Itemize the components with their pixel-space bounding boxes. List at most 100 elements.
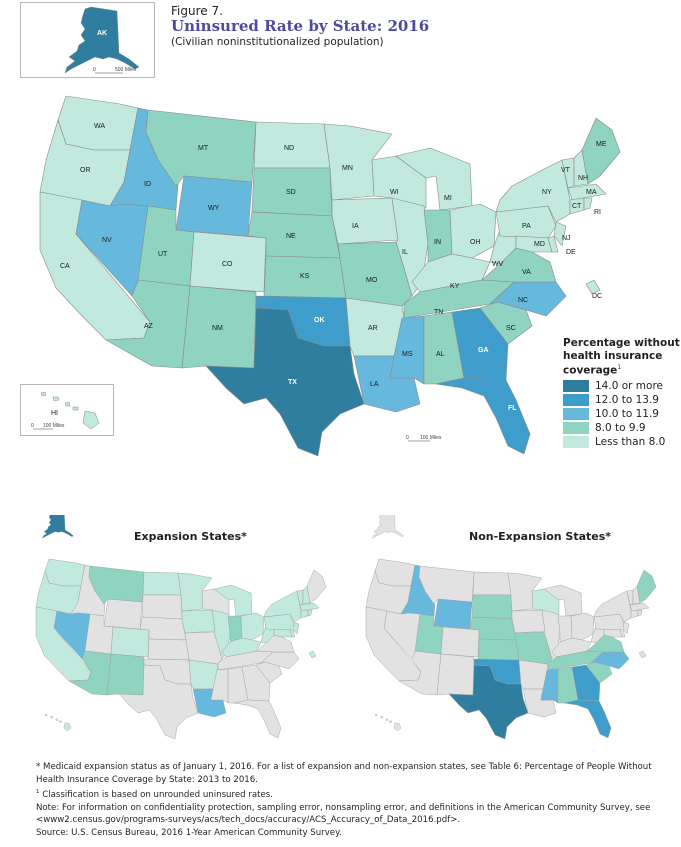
legend-label: 14.0 or more (595, 380, 663, 392)
state-label-al: AL (436, 351, 445, 358)
alaska-map: AK 0 500 Miles (64, 6, 140, 74)
state-de[interactable] (547, 235, 559, 253)
mini-state-mi[interactable] (213, 584, 253, 617)
alaska-scale-label: 500 Miles (115, 67, 137, 73)
map-title: Uninsured Rate by State: 2016 (171, 17, 430, 35)
mini-state-md[interactable] (603, 628, 623, 638)
mini-state-fl[interactable] (233, 699, 282, 739)
nonexpansion-states-map (365, 515, 657, 740)
state-me[interactable] (581, 117, 621, 185)
state-tx[interactable] (205, 307, 365, 457)
state-label-mi: MI (444, 195, 452, 202)
mini-state-wa[interactable] (44, 558, 86, 587)
map-subtitle: (Civilian noninstitutionalized populatio… (171, 36, 384, 48)
mini-state-ar[interactable] (518, 659, 549, 690)
state-md[interactable] (515, 235, 553, 253)
mini-state-ia[interactable] (181, 609, 216, 634)
mini-state-in[interactable] (557, 615, 573, 643)
state-label-az: AZ (144, 323, 154, 330)
expansion-panel-title: Expansion States* (134, 530, 247, 543)
mini-state-sd[interactable] (141, 594, 183, 620)
state-ak[interactable] (64, 6, 140, 74)
state-label-ks: KS (300, 273, 310, 280)
state-mi[interactable] (395, 147, 473, 211)
state-label-nd: ND (284, 145, 294, 152)
mini-state-wy[interactable] (433, 598, 473, 630)
mini-state-sd[interactable] (471, 594, 513, 620)
mini-state-hi[interactable] (44, 713, 72, 732)
state-label-hi: HI (51, 410, 58, 417)
mini-state-ma[interactable] (299, 602, 320, 612)
legend-item: 10.0 to 11.9 (563, 407, 681, 421)
state-label-nh: NH (578, 175, 588, 182)
note-medicaid: * Medicaid expansion status as of Januar… (36, 762, 652, 785)
state-hi[interactable] (40, 391, 100, 430)
conus-scale-label: 100 Miles (420, 435, 442, 441)
mini-state-nd[interactable] (142, 571, 182, 596)
hawaii-inset: HI 0 100 Miles (20, 384, 114, 436)
state-label-mt: MT (198, 145, 209, 152)
state-label-wy: WY (208, 205, 220, 212)
mini-state-fl[interactable] (563, 699, 612, 739)
legend-swatch (563, 394, 589, 406)
mini-state-ri[interactable] (637, 609, 643, 617)
mini-state-ct[interactable] (630, 609, 639, 619)
state-label-mo: MO (366, 277, 378, 284)
state-dc[interactable] (585, 279, 601, 295)
mini-state-mi[interactable] (543, 584, 583, 617)
mini-state-ma[interactable] (629, 602, 650, 612)
state-label-wi: WI (390, 189, 399, 196)
mini-state-tx[interactable] (448, 664, 529, 740)
state-nj[interactable] (553, 221, 567, 247)
mini-state-de[interactable] (289, 628, 296, 638)
legend-label: 8.0 to 9.9 (595, 422, 646, 434)
state-oh[interactable] (449, 203, 497, 259)
legend-title-line-2: health insurance (563, 349, 663, 362)
state-ia[interactable] (331, 197, 399, 245)
mini-state-nm[interactable] (436, 653, 475, 696)
mini-state-me[interactable] (306, 569, 327, 604)
mini-state-tx[interactable] (118, 664, 199, 740)
mini-state-co[interactable] (440, 626, 480, 658)
mini-state-wy[interactable] (103, 598, 143, 630)
state-label-pa: PA (522, 223, 531, 230)
state-label-id: ID (144, 181, 151, 188)
mini-state-dc[interactable] (638, 650, 647, 659)
mini-state-nm[interactable] (106, 653, 145, 696)
mini-state-wa[interactable] (374, 558, 416, 587)
legend-label: Less than 8.0 (595, 436, 666, 448)
mini-state-ak[interactable] (372, 515, 404, 539)
legend-item: Less than 8.0 (563, 435, 681, 449)
note-acs: Note: For information on confidentiality… (36, 802, 651, 826)
mini-state-nj[interactable] (292, 621, 300, 635)
mini-state-ks[interactable] (477, 638, 520, 661)
mini-state-hi[interactable] (374, 713, 402, 732)
mini-state-dc[interactable] (308, 650, 317, 659)
mini-state-ks[interactable] (147, 638, 190, 661)
mini-state-ri[interactable] (307, 609, 313, 617)
mini-state-md[interactable] (273, 628, 293, 638)
mini-state-ak[interactable] (42, 515, 74, 539)
state-label-tx: TX (288, 379, 297, 386)
mini-state-ct[interactable] (300, 609, 309, 619)
hawaii-scale-zero: 0 (31, 423, 34, 429)
state-in[interactable] (423, 209, 453, 263)
state-ma[interactable] (567, 183, 607, 201)
mini-state-oh[interactable] (570, 612, 595, 641)
alaska-inset: AK 0 500 Miles (20, 2, 155, 78)
state-fl[interactable] (435, 377, 531, 455)
note-classification: 1 Classification is based on unrounded u… (36, 789, 273, 801)
mini-state-nj[interactable] (622, 621, 630, 635)
state-ri[interactable] (583, 197, 593, 211)
state-label-ak: AK (97, 30, 107, 37)
mini-state-nd[interactable] (472, 571, 512, 596)
mini-state-de[interactable] (619, 628, 626, 638)
mini-state-co[interactable] (110, 626, 150, 658)
mini-state-in[interactable] (227, 615, 243, 643)
mini-state-ar[interactable] (188, 659, 219, 690)
legend-swatch (563, 408, 589, 420)
mini-state-ia[interactable] (511, 609, 546, 634)
mini-state-me[interactable] (636, 569, 657, 604)
mini-state-oh[interactable] (240, 612, 265, 641)
state-label-ar: AR (368, 325, 378, 332)
